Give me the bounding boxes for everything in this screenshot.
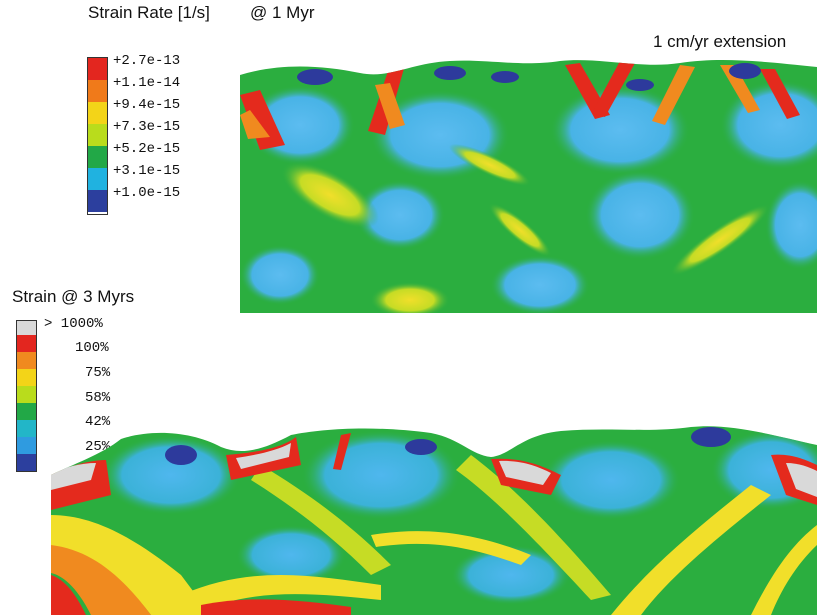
yellow-shear-band-2 <box>181 575 381 615</box>
red-shear-band-5 <box>760 69 800 119</box>
yellow-zone-5 <box>448 143 532 187</box>
strain-rate-legend-label-4: +5.2e-15 <box>113 141 181 157</box>
strain-rate-legend-label-0: +2.7e-13 <box>113 53 181 69</box>
blue-region-3 <box>550 85 690 175</box>
orange-shear-band-2 <box>375 83 405 129</box>
red-shear-band-1 <box>51 575 86 615</box>
blue-region-5 <box>355 180 445 250</box>
red-shear-band-2 <box>201 599 351 615</box>
strain-model-field <box>51 426 817 615</box>
yellow-zone-1 <box>281 161 379 229</box>
dark-blue-strain-spot-2 <box>405 439 437 455</box>
dark-blue-strain-spot-1 <box>165 445 197 465</box>
yellow-zone-3 <box>488 203 552 257</box>
extension-rate-annotation: 1 cm/yr extension <box>653 32 787 51</box>
orange-shear-band-4 <box>720 65 760 113</box>
strain-title: Strain @ 3 Myrs <box>12 287 135 306</box>
strain-rate-legend-label-1: +1.1e-14 <box>113 75 181 91</box>
dark-blue-spot-5 <box>626 79 654 91</box>
gray-surface-zone-1 <box>51 463 96 490</box>
dark-blue-spot-1 <box>297 69 333 85</box>
blue-strain-region-3 <box>541 440 681 520</box>
blue-strain-region-6 <box>451 545 571 605</box>
strain-rate-legend-label-6: +1.0e-15 <box>113 185 181 201</box>
blue-region-9 <box>490 255 590 314</box>
yellow-shear-band-5 <box>371 531 531 565</box>
blue-strain-region-1 <box>101 435 241 515</box>
blue-strain-region-2 <box>301 430 461 520</box>
strain-rate-colorbar <box>87 57 108 215</box>
dark-blue-spot-4 <box>729 63 761 79</box>
blue-region-8 <box>240 245 320 305</box>
gray-surface-zone-4 <box>786 463 817 497</box>
strain-legend-label-2: 75% <box>85 365 111 381</box>
dark-blue-spot-3 <box>491 71 519 83</box>
strain-legend-label-1: 100% <box>75 340 109 356</box>
orange-shear-band-1 <box>51 545 151 615</box>
blue-region-6 <box>585 170 695 260</box>
blue-region-7 <box>765 180 817 270</box>
strain-legend-label-3: 58% <box>85 390 111 406</box>
strain-rate-legend-label-5: +3.1e-15 <box>113 163 181 179</box>
strain-rate-time: @ 1 Myr <box>250 3 315 22</box>
strain-rate-legend-label-2: +9.4e-15 <box>113 97 181 113</box>
strain-legend-label-4: 42% <box>85 414 111 430</box>
strain-rate-title-text: Strain Rate [1/s] <box>88 3 210 22</box>
red-surface-zone-5 <box>333 433 351 470</box>
gray-surface-zone-3 <box>499 460 551 485</box>
yellow-zone-2 <box>370 282 450 314</box>
light-green-band-1 <box>251 465 391 575</box>
orange-shear-band-1 <box>240 110 270 139</box>
blue-strain-region-5 <box>236 525 346 585</box>
yellow-shear-band-1 <box>51 515 211 615</box>
dark-blue-spot-2 <box>434 66 466 80</box>
strain-colorbar <box>16 320 37 472</box>
red-shear-band-1 <box>240 90 285 150</box>
light-green-band-2 <box>456 455 611 600</box>
strain-rate-title: Strain Rate [1/s] <box>88 3 210 23</box>
gray-surface-zone-2 <box>236 443 291 469</box>
red-shear-band-4 <box>592 61 635 117</box>
yellow-shear-band-3 <box>611 485 771 615</box>
strain-rate-model-field <box>240 60 817 314</box>
yellow-zone-4 <box>670 204 770 276</box>
orange-shear-band-3 <box>652 65 695 125</box>
strain-legend-label-0: > 1000% <box>44 316 103 332</box>
yellow-shear-band-4 <box>751 525 817 615</box>
dark-blue-strain-spot-3 <box>691 427 731 447</box>
strain-rate-legend-label-3: +7.3e-15 <box>113 119 181 135</box>
